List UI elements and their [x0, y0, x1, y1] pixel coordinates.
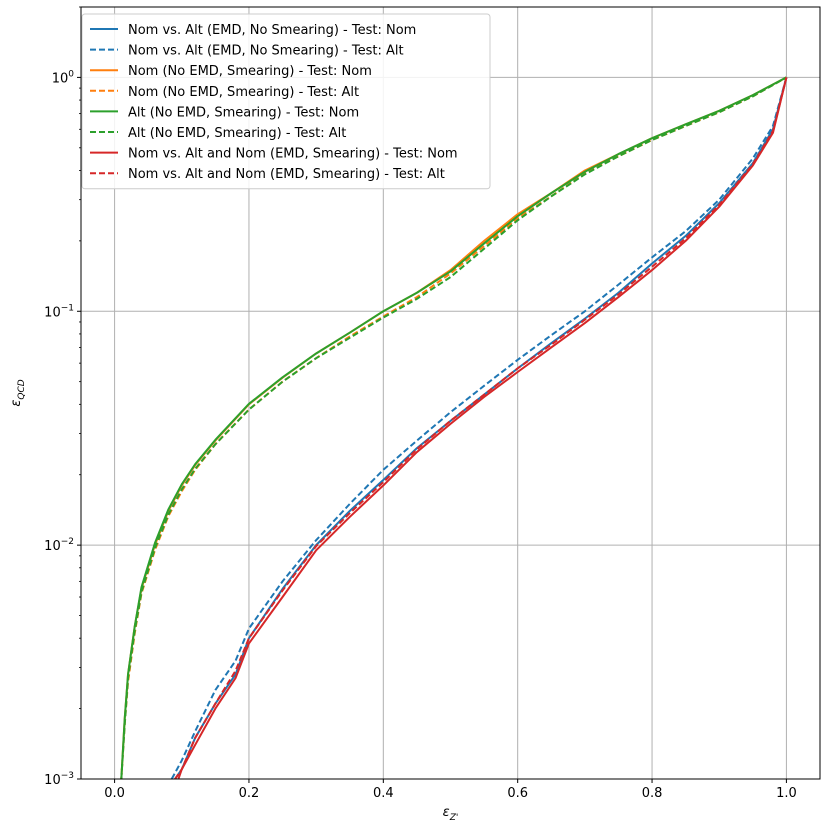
y-tick-label-exponent: −2 [61, 537, 74, 547]
legend-label: Nom vs. Alt and Nom (EMD, Smearing) - Te… [128, 167, 445, 182]
x-tick-label: 0.8 [642, 786, 663, 801]
x-tick-label: 0.0 [104, 786, 125, 801]
legend: Nom vs. Alt (EMD, No Smearing) - Test: N… [81, 13, 491, 190]
x-axis-label-main: ε [443, 805, 450, 820]
legend-label: Nom vs. Alt (EMD, No Smearing) - Test: A… [128, 44, 404, 59]
x-tick-label: 1.0 [776, 786, 797, 801]
x-tick-label: 0.2 [239, 786, 260, 801]
axis-labels: εZ' εQCD [9, 379, 458, 823]
plot-frame [80, 6, 821, 780]
legend-label: Nom (No EMD, Smearing) - Test: Nom [128, 64, 372, 79]
legend-label: Nom vs. Alt and Nom (EMD, Smearing) - Te… [128, 147, 458, 162]
x-tick-label: 0.6 [507, 786, 528, 801]
y-tick-label-exponent: 0 [68, 69, 74, 79]
y-tick-label-base: 10 [44, 773, 61, 788]
y-tick-label: 10−3 [44, 771, 74, 788]
y-tick-label-exponent: −3 [61, 771, 74, 781]
legend-box [81, 13, 491, 190]
y-axis-label: εQCD [9, 379, 27, 406]
x-tick-label: 0.4 [373, 786, 394, 801]
series-line-8 [174, 77, 788, 779]
series-line-5 [120, 76, 787, 779]
y-axis-label-main: ε [9, 400, 24, 407]
series-line-6 [120, 76, 787, 779]
x-axis-label-subscript: Z' [449, 813, 459, 823]
y-tick-label: 10−2 [44, 537, 74, 554]
y-tick-label-base: 10 [44, 305, 61, 320]
legend-label: Alt (No EMD, Smearing) - Test: Nom [128, 105, 359, 120]
legend-label: Alt (No EMD, Smearing) - Test: Alt [128, 126, 346, 141]
y-tick-label-base: 10 [44, 539, 61, 554]
legend-label: Nom vs. Alt (EMD, No Smearing) - Test: N… [128, 23, 416, 38]
y-tick-label: 100 [52, 69, 75, 86]
series-line-1 [174, 77, 788, 779]
legend-label: Nom (No EMD, Smearing) - Test: Alt [128, 85, 359, 100]
y-tick-label-exponent: −1 [61, 303, 74, 313]
y-axis-label-subscript: QCD [17, 379, 27, 399]
series-line-2 [170, 77, 788, 779]
y-tick-label-base: 10 [52, 71, 69, 86]
series-line-7 [177, 77, 788, 779]
y-tick-label: 10−1 [44, 303, 74, 320]
x-axis-label: εZ' [443, 805, 459, 823]
series-lines [120, 76, 788, 779]
